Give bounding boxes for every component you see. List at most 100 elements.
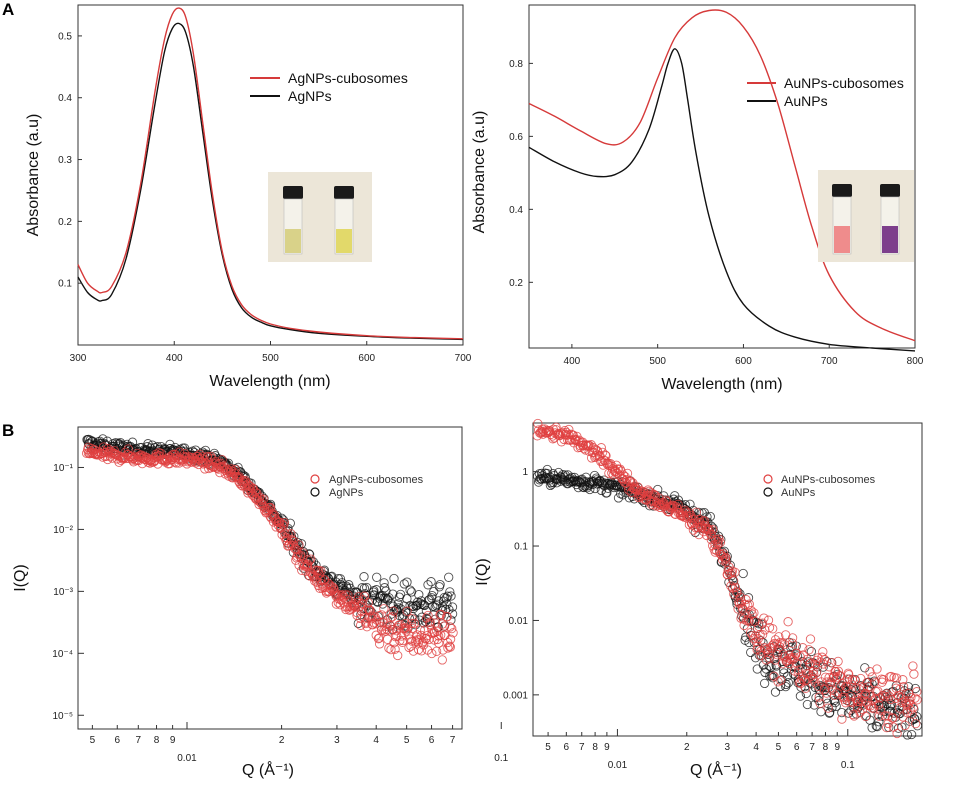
panel-label-b: B bbox=[2, 421, 14, 440]
data-point bbox=[911, 718, 921, 729]
x-minor-tick-label: 5 bbox=[545, 742, 551, 753]
series-group bbox=[528, 9, 916, 352]
data-point bbox=[436, 630, 446, 640]
data-point bbox=[394, 603, 404, 613]
x-minor-tick-label: 5 bbox=[404, 735, 410, 746]
data-point bbox=[353, 597, 363, 608]
data-point bbox=[388, 589, 398, 599]
plot-frame bbox=[528, 4, 916, 349]
data-point bbox=[721, 552, 731, 563]
data-point bbox=[296, 550, 306, 560]
data-point bbox=[802, 699, 813, 710]
data-point bbox=[822, 677, 832, 687]
data-point bbox=[569, 475, 580, 485]
data-point bbox=[445, 642, 455, 652]
data-point bbox=[371, 619, 382, 629]
legend-marker-ag bbox=[310, 487, 320, 497]
data-point bbox=[868, 703, 879, 714]
x-tick-label: 800 bbox=[907, 356, 924, 367]
data-point bbox=[775, 681, 786, 692]
data-point bbox=[426, 577, 436, 587]
x-minor-tick-label: 6 bbox=[114, 735, 120, 746]
data-point bbox=[804, 659, 815, 669]
data-point bbox=[837, 707, 847, 718]
data-point bbox=[765, 653, 775, 663]
data-point bbox=[898, 682, 909, 692]
data-point bbox=[435, 579, 445, 590]
data-point bbox=[755, 630, 765, 640]
x-minor-tick-label: 7 bbox=[450, 735, 456, 746]
data-point bbox=[858, 682, 869, 693]
data-point bbox=[817, 652, 827, 662]
data-point bbox=[897, 697, 907, 708]
x-axis-label: Wavelength (nm) bbox=[661, 376, 782, 393]
data-point bbox=[708, 524, 718, 535]
data-point bbox=[445, 587, 455, 597]
data-point bbox=[852, 702, 863, 712]
data-point bbox=[448, 628, 458, 638]
data-point bbox=[706, 529, 716, 539]
panel-label-a: A bbox=[2, 0, 14, 19]
data-point bbox=[875, 705, 886, 715]
series-line-agnps-cubosomes bbox=[77, 7, 464, 340]
data-point bbox=[670, 509, 681, 519]
vial-cap bbox=[832, 184, 852, 197]
data-point bbox=[406, 641, 416, 651]
data-point bbox=[815, 698, 825, 708]
vial-cap bbox=[283, 186, 303, 199]
legend-label-ag: AgNPs bbox=[288, 88, 332, 104]
data-point bbox=[443, 591, 453, 601]
data-point bbox=[379, 604, 389, 614]
data-point bbox=[384, 626, 395, 636]
x-minor-tick-label: 4 bbox=[753, 742, 759, 753]
data-point bbox=[814, 692, 824, 702]
data-point bbox=[759, 678, 770, 689]
data-point bbox=[407, 614, 417, 624]
y-tick-label: 1 bbox=[522, 467, 528, 478]
data-point bbox=[406, 618, 417, 629]
data-point bbox=[825, 707, 835, 718]
x-minor-tick-label: 6 bbox=[794, 742, 800, 753]
data-point bbox=[770, 687, 781, 697]
data-point bbox=[860, 711, 871, 722]
data-point bbox=[787, 638, 798, 648]
legend-label-ag-cubosomes: AgNPs-cubosomes bbox=[329, 474, 424, 486]
data-point bbox=[798, 643, 808, 653]
data-point bbox=[910, 714, 920, 724]
data-point bbox=[279, 517, 289, 528]
x-major-tick-label: 0.1 bbox=[494, 753, 508, 764]
data-point bbox=[786, 642, 796, 653]
data-point bbox=[782, 671, 793, 681]
data-point bbox=[818, 647, 828, 657]
vial-liquid bbox=[336, 229, 352, 253]
data-point bbox=[804, 645, 814, 655]
data-point bbox=[908, 661, 918, 671]
data-point bbox=[768, 624, 778, 634]
series-group bbox=[77, 7, 464, 341]
y-tick-label: 0.1 bbox=[58, 279, 72, 290]
data-point bbox=[877, 711, 887, 721]
data-point bbox=[867, 723, 877, 733]
data-point bbox=[389, 573, 399, 584]
data-point bbox=[423, 580, 433, 590]
data-point bbox=[638, 486, 648, 497]
plot-frame bbox=[77, 426, 463, 730]
data-point bbox=[882, 722, 892, 733]
data-point bbox=[738, 568, 748, 579]
data-point bbox=[393, 599, 403, 609]
data-point bbox=[372, 615, 382, 625]
data-point bbox=[806, 646, 817, 657]
y-tick-label: 10⁻¹ bbox=[53, 463, 73, 474]
x-tick-label: 300 bbox=[70, 353, 87, 364]
data-point bbox=[355, 620, 366, 630]
x-tick-label: 400 bbox=[564, 356, 581, 367]
tick-group: 400 500 600 700 800 0.2 0.4 0.6 0.8 bbox=[509, 59, 924, 367]
data-point bbox=[826, 658, 837, 668]
data-point bbox=[811, 667, 822, 677]
ag-saxs-chart: 0.01 0.1 5 6 7 8 9 2 3 4 5 6 7 10⁻⁵ 10⁻⁴ 10⁻³ 10⁻² 10⁻¹ Q… bbox=[12, 426, 509, 779]
data-point bbox=[260, 502, 270, 513]
x-major-tick-label: 0.01 bbox=[608, 760, 628, 771]
data-point bbox=[439, 621, 450, 631]
data-point bbox=[789, 652, 800, 663]
data-point bbox=[402, 577, 412, 587]
